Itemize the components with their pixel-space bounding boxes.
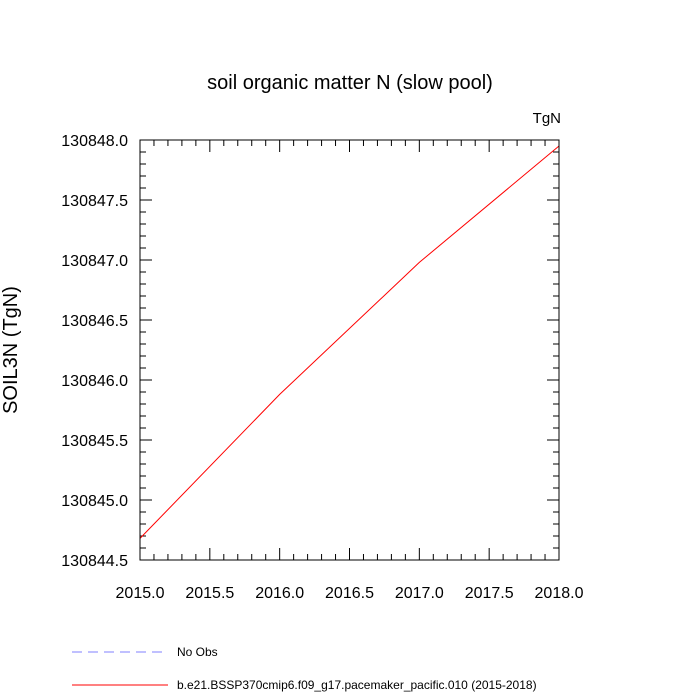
series-line bbox=[139, 145, 560, 539]
x-tick-label: 2016.5 bbox=[325, 585, 374, 602]
x-tick-label: 2017.0 bbox=[395, 585, 444, 602]
y-tick-label: 130846.5 bbox=[61, 313, 128, 330]
y-tick-label: 130845.0 bbox=[61, 493, 128, 510]
y-tick-label: 130845.5 bbox=[61, 433, 128, 450]
y-tick-label: 130847.5 bbox=[61, 193, 128, 210]
axis-ticks: 2015.0 2015.5 2016.0 2016.5 2017.0 2017.5 2018… bbox=[61, 133, 583, 602]
x-tick-label: 2018.0 bbox=[535, 585, 584, 602]
y-axis-label: SOIL3N (TgN) bbox=[0, 286, 22, 414]
plot-frame bbox=[139, 139, 560, 561]
legend: No Obs b.e21.BSSP370cmip6.f09_g17.pacemak… bbox=[72, 645, 537, 692]
y-tick-label: 130844.5 bbox=[61, 553, 128, 570]
x-tick-label: 2015.0 bbox=[116, 585, 165, 602]
x-tick-label: 2016.0 bbox=[255, 585, 304, 602]
y-tick-label: 130846.0 bbox=[61, 373, 128, 390]
units-label: TgN bbox=[533, 110, 561, 127]
y-tick-label: 130847.0 bbox=[61, 253, 128, 270]
chart-title: soil organic matter N (slow pool) bbox=[207, 72, 493, 94]
legend-label: b.e21.BSSP370cmip6.f09_g17.pacemaker_pac… bbox=[177, 678, 537, 692]
series-layer bbox=[139, 145, 560, 539]
y-tick-label: 130848.0 bbox=[61, 133, 128, 150]
x-tick-label: 2017.5 bbox=[465, 585, 514, 602]
legend-label: No Obs bbox=[177, 645, 218, 659]
x-tick-label: 2015.5 bbox=[185, 585, 234, 602]
